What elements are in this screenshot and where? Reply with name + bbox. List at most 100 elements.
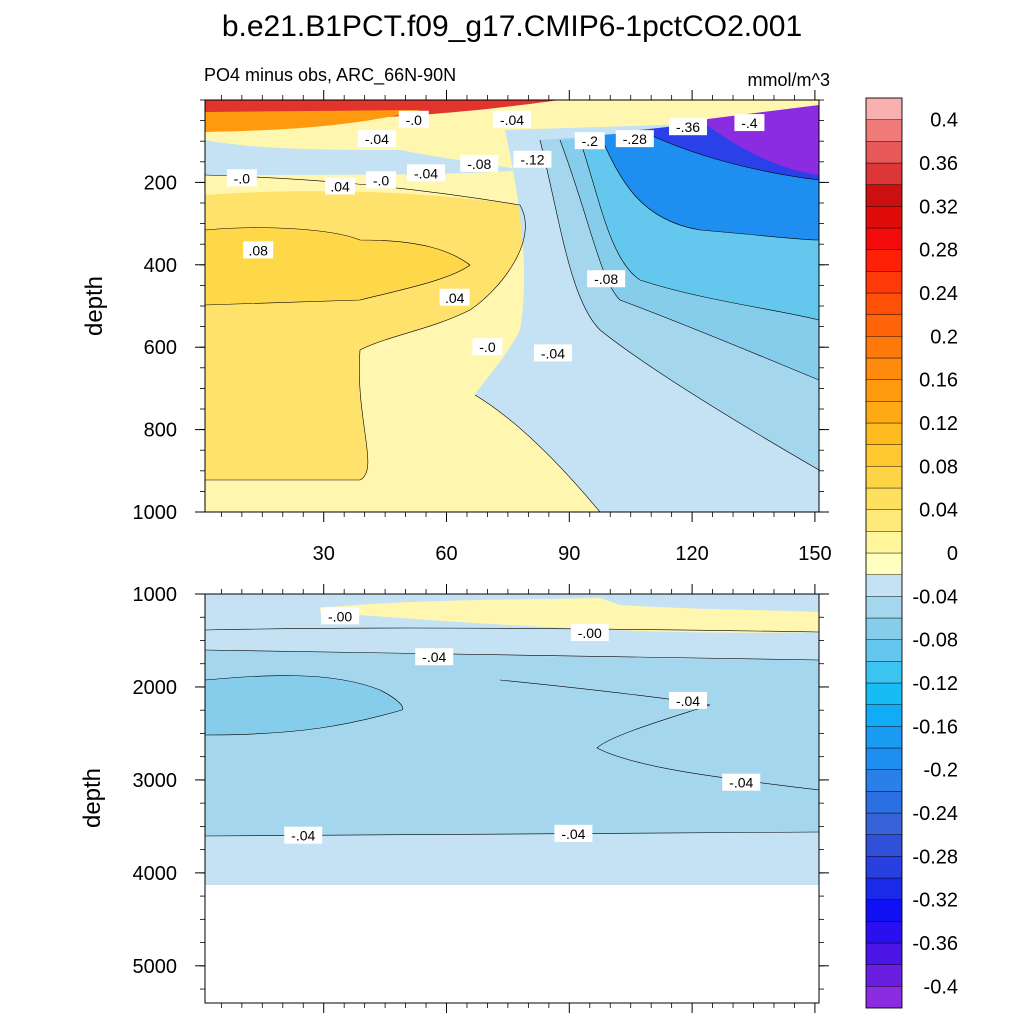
- upper-contour-line-6: [579, 139, 819, 321]
- colorbar-tick-label: -0.24: [912, 803, 958, 825]
- colorbar-tick-label: -0.36: [912, 933, 958, 955]
- colorbar-cell: [865, 921, 903, 944]
- colorbar-cell: [865, 401, 903, 424]
- upper-region-purple: [700, 105, 819, 175]
- contour-label-bg: [325, 177, 356, 195]
- colorbar-cell: [865, 791, 903, 814]
- colorbar-cell: [865, 249, 903, 272]
- contour-label-bg: [472, 338, 503, 356]
- y-tick-label: 5000: [133, 956, 178, 978]
- contour-label: -.04: [291, 828, 315, 844]
- y-tick-label: 800: [144, 420, 177, 442]
- colorbar-cell: [865, 292, 903, 315]
- contour-label-bg: [669, 118, 708, 136]
- chart-units: mmol/m^3: [748, 70, 830, 90]
- colorbar-tick-label: 0.16: [919, 370, 958, 392]
- chart-subtitle: PO4 minus obs, ARC_66N-90N: [204, 65, 456, 86]
- contour-label: -.4: [741, 115, 758, 131]
- colorbar-frame: [865, 97, 903, 1009]
- upper-contour-line-3: [474, 394, 601, 512]
- lower-x-ticks: [220, 584, 816, 1013]
- lower-contour-labels: -.00 -.00 -.04 -.04 -.04 -.04 -.04: [284, 607, 761, 844]
- lower-contour-line-2: [205, 675, 404, 736]
- contour-label-bg: [574, 132, 605, 150]
- contour-label-bg: [366, 171, 397, 189]
- colorbar-tick-label: 0.36: [919, 153, 958, 175]
- colorbar-tick-label: 0: [947, 543, 958, 565]
- contour-label: -.04: [541, 345, 565, 361]
- y-tick-label: 600: [144, 337, 177, 359]
- colorbar-tick-label: 0.32: [919, 196, 958, 218]
- x-tick-label: 30: [313, 543, 335, 565]
- lower-plot-frame: [204, 593, 820, 1004]
- colorbar-tick-label: 0.12: [919, 413, 958, 435]
- contour-label-bg: [587, 270, 626, 288]
- contour-label: -.04: [422, 649, 446, 665]
- colorbar-tick-label: -0.04: [912, 586, 958, 608]
- lower-y-ticks: 1000 2000 3000 4000 5000: [133, 584, 829, 990]
- contour-label: -.0: [234, 170, 251, 186]
- colorbar-cell: [865, 379, 903, 402]
- colorbar-cell: [865, 552, 903, 575]
- colorbar-tick-label: -0.12: [912, 673, 958, 695]
- y-tick-label: 2000: [133, 677, 178, 699]
- colorbar-cell: [865, 184, 903, 207]
- colorbar-cell: [865, 119, 903, 142]
- contour-label: .04: [330, 179, 350, 195]
- contour-label-bg: [226, 169, 257, 187]
- contour-label: -.04: [414, 165, 438, 181]
- colorbar-tick-label: -0.16: [912, 716, 958, 738]
- contour-label-bg: [554, 824, 593, 842]
- contour-label-bg: [615, 130, 654, 148]
- colorbar-cell: [865, 942, 903, 965]
- colorbar-cell: [865, 97, 903, 120]
- contour-label-bg: [415, 648, 454, 666]
- colorbar-cell: [865, 704, 903, 727]
- colorbar-cell: [865, 812, 903, 835]
- y-tick-label: 1000: [133, 584, 178, 606]
- colorbar-cell: [865, 227, 903, 250]
- contour-label: .08: [248, 242, 268, 258]
- colorbar-cell: [865, 466, 903, 489]
- contour-label: -.36: [676, 119, 700, 135]
- x-tick-label: 120: [675, 543, 708, 565]
- upper-contour-line-4: [539, 139, 819, 471]
- colorbar-cell: [865, 141, 903, 164]
- colorbar-cell: [865, 206, 903, 229]
- contour-label: -.28: [623, 131, 647, 147]
- contour-label: -.0: [406, 112, 423, 128]
- colorbar-cell: [865, 661, 903, 684]
- colorbar-cell: [865, 856, 903, 879]
- upper-region-surface-orange: [205, 110, 420, 132]
- colorbar-tick-label: -0.08: [912, 630, 958, 652]
- contour-label-bg: [734, 114, 765, 132]
- upper-y-axis-label: depth: [81, 276, 108, 336]
- upper-x-ticks: 30 60 90 120 150: [220, 90, 832, 565]
- contour-label-bg: [398, 110, 429, 128]
- upper-contour-line-5: [559, 139, 819, 381]
- colorbar-cell: [865, 639, 903, 662]
- colorbar-tick-label: 0.04: [919, 500, 958, 522]
- contour-label: -.04: [500, 112, 524, 128]
- contour-label: -.0: [479, 339, 496, 355]
- colorbar-cell: [865, 596, 903, 619]
- colorbar-tick-label: 0.4: [930, 110, 958, 132]
- colorbar-tick-label: -0.4: [924, 976, 958, 998]
- upper-contour-line-2: [205, 204, 526, 481]
- contour-label: -.04: [365, 131, 389, 147]
- lower-region-yellow: [320, 598, 819, 633]
- contour-label: -.2: [582, 133, 599, 149]
- colorbar-tick-label: 0.28: [919, 240, 958, 262]
- upper-panel: -.0 -.04 -.04 -.36 -.4 -.28 -.2 -.12 -.08 -.04 -.0…: [81, 90, 832, 565]
- lower-contour-line-5: [205, 627, 819, 633]
- contour-label-bg: [439, 288, 470, 306]
- contour-label: -.00: [578, 625, 602, 641]
- y-tick-label: 1000: [133, 502, 178, 524]
- colorbar-cell: [865, 162, 903, 185]
- colorbar-cell: [865, 986, 903, 1009]
- colorbar-cell: [865, 617, 903, 640]
- colorbar-tick-label: -0.2: [924, 760, 958, 782]
- colorbar-cell: [865, 574, 903, 597]
- colorbar-cell: [865, 509, 903, 532]
